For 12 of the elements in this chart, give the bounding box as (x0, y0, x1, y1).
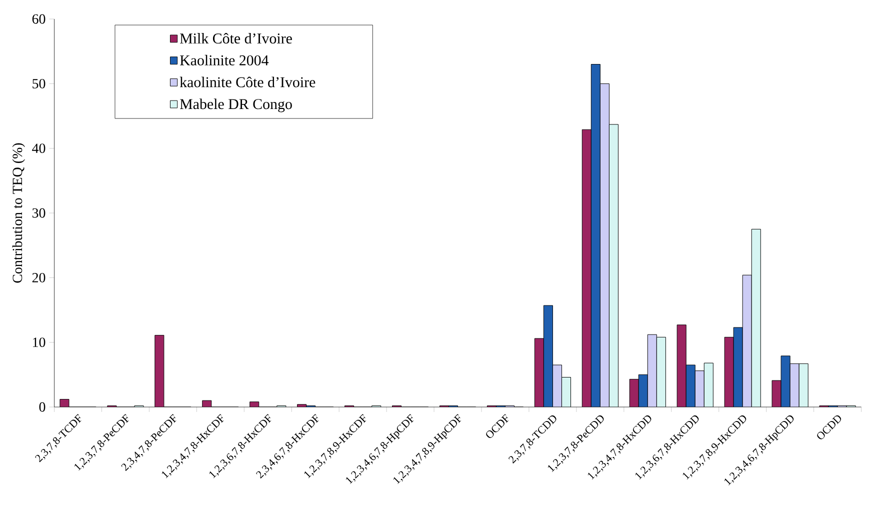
legend-label: kaolinite Côte d’Ivoire (180, 76, 316, 88)
y-axis-title: Contribution to TEQ (%) (12, 143, 25, 283)
y-tick-label: 60 (32, 14, 46, 24)
legend-label: Kaolinite 2004 (180, 54, 269, 66)
legend-label: Mabele DR Congo (180, 98, 292, 112)
y-tick-label: 10 (33, 338, 46, 348)
y-tick-label: 30 (32, 208, 46, 218)
legend-label: Milk Côte d’Ivoire (180, 33, 292, 44)
y-tick-label: 0 (39, 402, 46, 412)
y-tick-label: 40 (32, 144, 46, 154)
y-tick-label: 20 (32, 272, 46, 282)
y-tick-label: 50 (32, 78, 46, 88)
